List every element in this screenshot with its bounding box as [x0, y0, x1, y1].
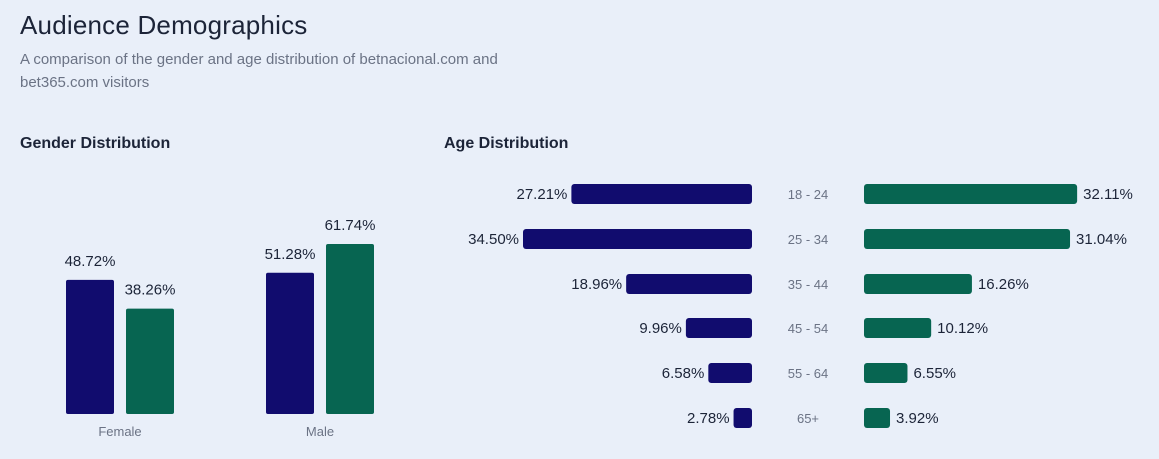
gender-value-label: 38.26% — [125, 282, 176, 299]
page-subtitle: A comparison of the gender and age distr… — [20, 51, 498, 91]
age-butterfly-chart: 27.21% 32.11% 18 - 24 34.50% 31.04% 25 - 34 18… — [468, 184, 1133, 428]
age-bar-right — [864, 274, 972, 294]
age-value-label-left: 6.58% — [662, 365, 705, 382]
age-bar-left — [708, 363, 752, 383]
age-bar-right — [864, 363, 908, 383]
gender-bar-female-s1 — [66, 279, 114, 414]
age-bar-left — [685, 318, 752, 338]
age-bar-right — [864, 318, 932, 338]
age-value-label-left: 34.50% — [468, 231, 519, 248]
age-bar-right — [864, 408, 891, 428]
age-bar-right — [864, 229, 1071, 249]
gender-value-label: 51.28% — [265, 246, 316, 263]
gender-value-label: 61.74% — [325, 217, 376, 234]
age-value-label-left: 9.96% — [639, 320, 682, 337]
gender-bar-chart: 48.72% 38.26% Female 51.28% 61.74% Male — [65, 217, 376, 439]
age-value-label-right: 3.92% — [896, 410, 939, 427]
gender-chart-title: Gender Distribution — [20, 135, 171, 152]
age-category-label: 55 - 64 — [788, 366, 828, 381]
age-category-label: 45 - 54 — [788, 321, 828, 336]
gender-category-label: Male — [306, 424, 334, 439]
gender-bar-male-s1 — [266, 272, 314, 414]
age-bar-left — [733, 408, 752, 428]
age-value-label-right: 16.26% — [978, 276, 1029, 293]
gender-bar-male-s2 — [326, 244, 374, 414]
age-category-label: 65+ — [797, 411, 819, 426]
age-value-label-left: 18.96% — [571, 276, 622, 293]
age-category-label: 18 - 24 — [788, 187, 828, 202]
age-value-label-right: 32.11% — [1083, 186, 1133, 203]
gender-value-label: 48.72% — [65, 253, 116, 270]
age-category-label: 25 - 34 — [788, 232, 828, 247]
age-bar-left — [571, 184, 752, 204]
age-value-label-right: 31.04% — [1076, 231, 1127, 248]
age-bar-left — [523, 229, 752, 249]
age-value-label-right: 6.55% — [913, 365, 956, 382]
age-value-label-left: 27.21% — [517, 186, 568, 203]
age-bar-left — [626, 274, 752, 294]
gender-category-label: Female — [98, 424, 141, 439]
age-bar-right — [864, 184, 1078, 204]
gender-bar-female-s2 — [126, 308, 174, 414]
age-category-label: 35 - 44 — [788, 277, 828, 292]
page-title: Audience Demographics — [20, 10, 308, 40]
age-value-label-left: 2.78% — [687, 410, 730, 427]
age-chart-title: Age Distribution — [444, 135, 569, 152]
age-value-label-right: 10.12% — [937, 320, 988, 337]
